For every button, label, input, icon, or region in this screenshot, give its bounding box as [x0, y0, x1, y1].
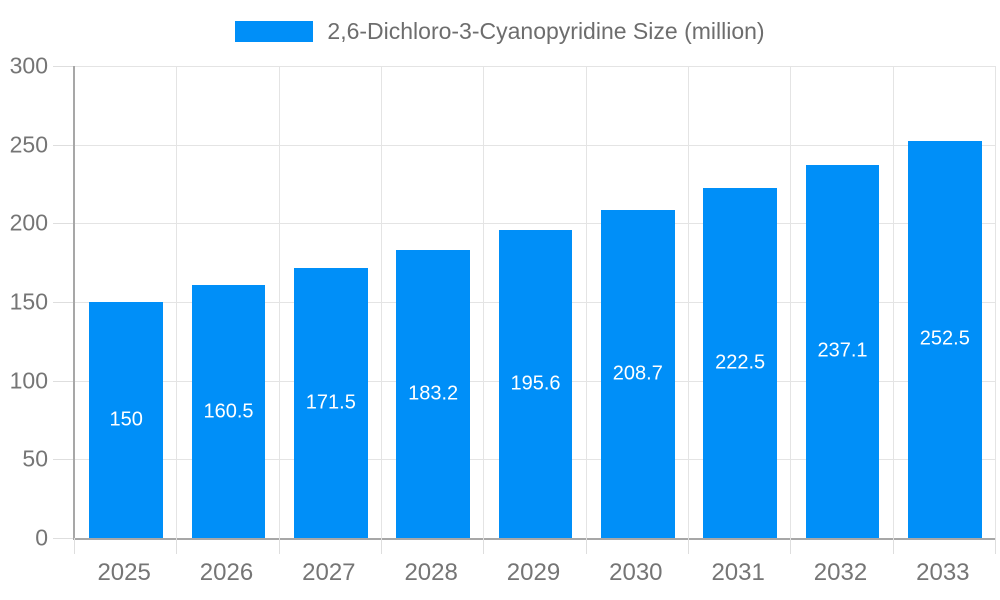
- plot-area: 150 160.5 171.5 183.2 195.6 208.7 222.5 237.1 25…: [53, 66, 996, 554]
- y-axis-tick-label: 50: [22, 445, 48, 472]
- gridline-horizontal: [75, 66, 996, 67]
- x-axis-category-label: 2033: [916, 559, 970, 586]
- y-axis-labels: 0 50 100 150 200 250 300: [0, 54, 48, 549]
- x-axis-category-label: 2032: [813, 559, 868, 586]
- bar-2033[interactable]: 252.5: [907, 140, 982, 538]
- bar-2025[interactable]: 150: [89, 302, 163, 538]
- gridline-vertical: [176, 66, 178, 538]
- bar-value-label: 183.2: [408, 382, 459, 405]
- gridline-vertical: [483, 66, 485, 538]
- y-axis-tick-label: 0: [35, 524, 48, 551]
- bar-2026[interactable]: 160.5: [191, 285, 266, 538]
- y-axis-tick: [53, 459, 73, 461]
- y-axis-tick-label: 200: [9, 209, 48, 236]
- y-axis-tick: [53, 538, 73, 539]
- gridline-vertical: [278, 66, 280, 538]
- x-axis-tick: [176, 538, 178, 554]
- bar-value-label: 195.6: [510, 372, 561, 395]
- bar-value-label: 252.5: [919, 327, 970, 350]
- x-axis-tick: [585, 538, 587, 554]
- bar-2031[interactable]: 222.5: [703, 187, 777, 538]
- x-axis-tick: [687, 538, 689, 554]
- gridline-vertical: [585, 66, 587, 538]
- gridline-vertical: [892, 66, 894, 538]
- bar-value-label: 222.5: [715, 351, 766, 374]
- x-axis-category-label: 2028: [404, 559, 458, 586]
- y-axis-tick: [53, 380, 73, 382]
- x-axis-category-label: 2026: [199, 559, 254, 586]
- y-axis-tick: [53, 66, 73, 67]
- x-axis-tick: [380, 538, 382, 554]
- x-axis-labels: 2025 2026 2027 2028 2029 2030 2031 2032 2033: [73, 558, 994, 592]
- y-axis-tick-label: 150: [9, 288, 48, 315]
- y-axis-tick: [53, 223, 73, 225]
- y-axis-tick-label: 250: [9, 131, 48, 158]
- bar-2030[interactable]: 208.7: [600, 209, 675, 538]
- x-axis-category-label: 2025: [97, 559, 151, 586]
- gridline-vertical: [790, 66, 792, 538]
- x-axis-category-label: 2027: [302, 559, 356, 586]
- bar-2027[interactable]: 171.5: [293, 268, 368, 538]
- bar-2028[interactable]: 183.2: [396, 249, 470, 538]
- gridline-vertical: [380, 66, 382, 538]
- legend: 2,6-Dichloro-3-Cyanopyridine Size (milli…: [0, 18, 1000, 45]
- gridline-vertical: [687, 66, 689, 538]
- x-axis-tick: [995, 538, 996, 554]
- bar-value-label: 160.5: [203, 400, 254, 423]
- bar-value-label: 208.7: [612, 362, 663, 385]
- x-axis-tick: [278, 538, 280, 554]
- bar-2029[interactable]: 195.6: [498, 230, 573, 538]
- gridline-horizontal: [75, 144, 996, 146]
- gridline-vertical: [995, 66, 996, 538]
- gridline-horizontal: [75, 223, 996, 225]
- x-axis-category-label: 2031: [711, 559, 765, 586]
- x-axis-tick: [483, 538, 485, 554]
- bar-value-label: 171.5: [305, 391, 356, 414]
- x-axis-category-label: 2030: [609, 559, 663, 586]
- x-axis-category-label: 2029: [506, 559, 561, 586]
- x-axis-tick: [892, 538, 894, 554]
- y-axis-tick-label: 300: [9, 52, 48, 79]
- x-axis-tick: [74, 538, 75, 554]
- bar-value-label: 150: [109, 408, 143, 431]
- legend-swatch[interactable]: [235, 21, 314, 42]
- y-axis-tick: [53, 302, 73, 303]
- bar-value-label: 237.1: [817, 339, 868, 362]
- bar-2032[interactable]: 237.1: [805, 164, 880, 538]
- legend-series-label[interactable]: 2,6-Dichloro-3-Cyanopyridine Size (milli…: [327, 18, 765, 44]
- x-axis-tick: [790, 538, 792, 554]
- y-axis-tick: [53, 144, 73, 146]
- y-axis-tick-label: 100: [9, 367, 48, 394]
